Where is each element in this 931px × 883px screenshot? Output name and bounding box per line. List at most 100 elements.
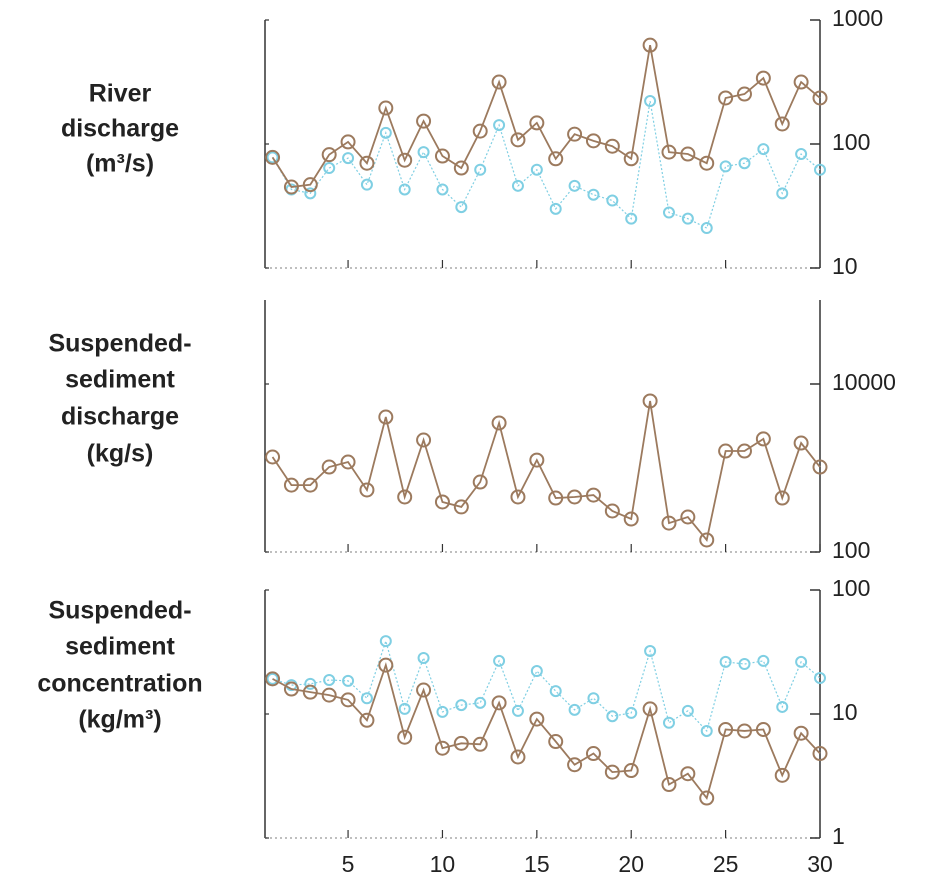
data-point bbox=[644, 645, 657, 658]
data-point bbox=[302, 177, 318, 193]
x-tick-label: 20 bbox=[618, 851, 644, 877]
data-point bbox=[757, 143, 770, 156]
data-point bbox=[510, 489, 526, 505]
data-point bbox=[699, 155, 715, 171]
data-point bbox=[606, 710, 619, 723]
data-point bbox=[795, 148, 808, 161]
data-point bbox=[774, 767, 790, 783]
data-point bbox=[378, 409, 394, 425]
data-point bbox=[323, 674, 336, 687]
data-point bbox=[623, 763, 639, 779]
data-point bbox=[755, 721, 771, 737]
y-axis-label: River bbox=[89, 80, 152, 108]
plot-area bbox=[265, 586, 820, 842]
data-point bbox=[757, 654, 770, 667]
data-point bbox=[623, 511, 639, 527]
data-point bbox=[793, 725, 809, 741]
data-point bbox=[568, 179, 581, 192]
y-tick-label: 100 bbox=[832, 537, 870, 563]
data-point bbox=[511, 179, 524, 192]
data-point bbox=[283, 179, 299, 195]
data-point bbox=[567, 489, 583, 505]
y-axis-label: (m³/s) bbox=[86, 150, 154, 178]
data-point bbox=[549, 202, 562, 215]
data-point bbox=[417, 651, 430, 664]
data-point bbox=[585, 133, 601, 149]
data-point bbox=[793, 74, 809, 90]
data-point bbox=[604, 138, 620, 154]
y-tick-label: 10 bbox=[832, 253, 858, 279]
data-point bbox=[625, 706, 638, 719]
data-point bbox=[510, 749, 526, 765]
data-point bbox=[359, 482, 375, 498]
y-tick-label: 100 bbox=[832, 129, 870, 155]
data-point bbox=[493, 654, 506, 667]
data-point bbox=[360, 178, 373, 191]
data-point bbox=[661, 777, 677, 793]
data-point bbox=[378, 100, 394, 116]
data-point bbox=[511, 704, 524, 717]
data-point bbox=[567, 126, 583, 142]
y-axis-label: concentration bbox=[37, 670, 202, 698]
y-tick-label: 1000 bbox=[832, 5, 883, 31]
data-point bbox=[776, 187, 789, 200]
data-point bbox=[567, 757, 583, 773]
data-point bbox=[642, 393, 658, 409]
data-point bbox=[453, 499, 469, 515]
plot-area bbox=[265, 296, 820, 556]
data-point bbox=[302, 684, 318, 700]
data-point bbox=[359, 155, 375, 171]
data-point bbox=[379, 126, 392, 139]
data-point bbox=[812, 459, 828, 475]
data-point bbox=[680, 509, 696, 525]
data-point bbox=[661, 515, 677, 531]
data-point bbox=[699, 532, 715, 548]
data-point bbox=[510, 132, 526, 148]
data-point bbox=[397, 489, 413, 505]
data-point bbox=[265, 671, 281, 687]
data-point bbox=[738, 658, 751, 671]
data-point bbox=[359, 712, 375, 728]
data-point bbox=[283, 681, 299, 697]
data-point bbox=[266, 151, 279, 164]
data-point bbox=[304, 187, 317, 200]
data-point bbox=[812, 90, 828, 106]
data-point bbox=[436, 705, 449, 718]
data-point bbox=[606, 194, 619, 207]
series-line bbox=[272, 661, 821, 801]
data-point bbox=[530, 163, 543, 176]
data-point bbox=[718, 721, 734, 737]
data-point bbox=[266, 672, 279, 685]
data-point bbox=[397, 729, 413, 745]
data-point bbox=[321, 459, 337, 475]
data-point bbox=[719, 655, 732, 668]
data-point bbox=[568, 703, 581, 716]
data-point bbox=[755, 431, 771, 447]
data-point bbox=[283, 477, 299, 493]
data-point bbox=[416, 113, 432, 129]
data-point bbox=[814, 672, 826, 685]
data-point bbox=[793, 435, 809, 451]
data-point bbox=[323, 162, 336, 175]
data-point bbox=[398, 183, 411, 196]
data-point bbox=[736, 443, 752, 459]
data-point bbox=[738, 157, 751, 170]
data-point bbox=[680, 146, 696, 162]
data-point bbox=[493, 119, 506, 132]
data-point bbox=[642, 37, 658, 53]
y-axis-label: sediment bbox=[65, 633, 175, 661]
data-point bbox=[340, 692, 356, 708]
y-axis-label: discharge bbox=[61, 115, 179, 143]
y-tick-label: 10000 bbox=[832, 369, 896, 395]
data-point bbox=[776, 700, 789, 713]
data-point bbox=[529, 452, 545, 468]
data-point bbox=[455, 699, 468, 712]
data-point bbox=[378, 657, 394, 673]
data-point bbox=[795, 655, 808, 668]
data-point bbox=[434, 494, 450, 510]
data-point bbox=[661, 144, 677, 160]
y-axis-label: discharge bbox=[61, 403, 179, 431]
y-tick-label: 10 bbox=[832, 699, 858, 725]
y-axis-label: (kg/m³) bbox=[78, 706, 161, 734]
